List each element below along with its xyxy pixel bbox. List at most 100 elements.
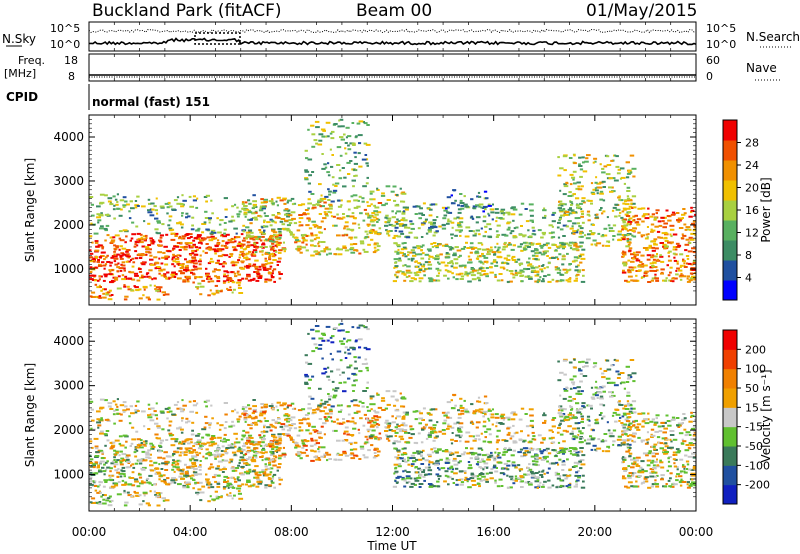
power-echo [288, 219, 294, 222]
power-echo [241, 202, 245, 205]
power-echo [178, 237, 183, 240]
power-echo [631, 230, 636, 232]
power-echo [647, 281, 652, 283]
power-echo [123, 285, 127, 288]
power-echo [303, 234, 307, 237]
power-echo [543, 267, 546, 270]
power-echo [659, 242, 664, 244]
power-echo [396, 210, 401, 213]
power-echo [336, 213, 339, 216]
power-echo [127, 256, 130, 259]
power-echo [105, 224, 110, 227]
velocity-echo [272, 464, 277, 467]
velocity-echo [208, 444, 214, 447]
power-echo [386, 217, 389, 220]
velocity-echo [559, 484, 563, 487]
power-echo [278, 271, 281, 274]
velocity-echo [353, 367, 358, 370]
velocity-echo [90, 461, 93, 464]
power-echo [494, 264, 499, 267]
power-echo [172, 247, 176, 250]
power-echo [384, 224, 389, 227]
velocity-echo [191, 463, 197, 465]
power-echo [312, 204, 316, 207]
velocity-echo [102, 494, 105, 496]
power-echo [135, 225, 139, 228]
velocity-echo [289, 438, 294, 441]
power-echo [443, 274, 447, 277]
velocity-echo [135, 430, 139, 433]
velocity-echo [182, 404, 187, 407]
power-echo [559, 269, 562, 272]
velocity-echo [373, 447, 379, 450]
velocity-echo [369, 403, 373, 406]
power-echo [418, 217, 422, 220]
power-echo [529, 243, 534, 246]
power-echo [96, 260, 100, 263]
velocity-echo [477, 453, 482, 456]
velocity-echo [457, 461, 461, 464]
power-echo [557, 221, 561, 224]
power-echo [160, 274, 165, 277]
velocity-echo [412, 460, 417, 463]
velocity-echo [145, 502, 150, 505]
velocity-echo [388, 429, 393, 432]
velocity-echo [332, 388, 335, 391]
power-echo [594, 181, 598, 184]
velocity-echo [223, 450, 227, 453]
power-echo [338, 119, 341, 122]
power-echo [273, 234, 276, 236]
power-echo [154, 288, 157, 291]
power-echo [362, 219, 366, 222]
velocity-echo [168, 432, 173, 435]
power-echo [465, 226, 471, 229]
power-echo [464, 271, 468, 274]
power-echo [422, 221, 427, 224]
power-echo [344, 147, 347, 150]
power-echo [560, 204, 564, 207]
velocity-echo [184, 472, 189, 475]
power-echo [552, 211, 557, 214]
velocity-echo [192, 404, 197, 407]
power-echo [540, 236, 544, 239]
power-echo [612, 235, 616, 237]
power-echo [170, 238, 176, 241]
velocity-echo [118, 435, 123, 438]
velocity-echo [104, 468, 108, 471]
power-echo [557, 258, 560, 261]
power-echo [114, 276, 119, 279]
power-echo [616, 233, 622, 236]
power-echo [250, 244, 255, 247]
velocity-echo [361, 363, 367, 365]
power-echo [366, 124, 370, 126]
velocity-echo [180, 431, 184, 434]
power-echo [253, 253, 256, 256]
power-echo [224, 246, 229, 249]
power-echo [570, 209, 573, 212]
power-echo [580, 235, 584, 238]
velocity-echo [492, 466, 497, 469]
power-echo [414, 213, 418, 215]
velocity-echo [241, 448, 246, 451]
power-echo [131, 265, 135, 268]
power-colorbar-color-step-4 [723, 200, 737, 221]
velocity-echo [120, 457, 125, 460]
power-echo [598, 209, 602, 211]
power-echo [218, 249, 223, 252]
power-echo [355, 135, 358, 138]
velocity-echo [263, 405, 268, 408]
power-echo [307, 202, 312, 205]
power-echo [480, 227, 483, 230]
velocity-echo [248, 436, 251, 439]
power-echo [202, 250, 205, 253]
power-echo [216, 242, 220, 245]
power-echo [641, 220, 645, 223]
velocity-echo [135, 494, 140, 497]
power-echo [649, 266, 653, 269]
power-echo [97, 219, 102, 222]
velocity-echo [198, 468, 202, 471]
power-echo [673, 259, 677, 262]
power-echo [482, 262, 485, 265]
velocity-echo [366, 362, 369, 365]
velocity-echo [515, 466, 518, 469]
